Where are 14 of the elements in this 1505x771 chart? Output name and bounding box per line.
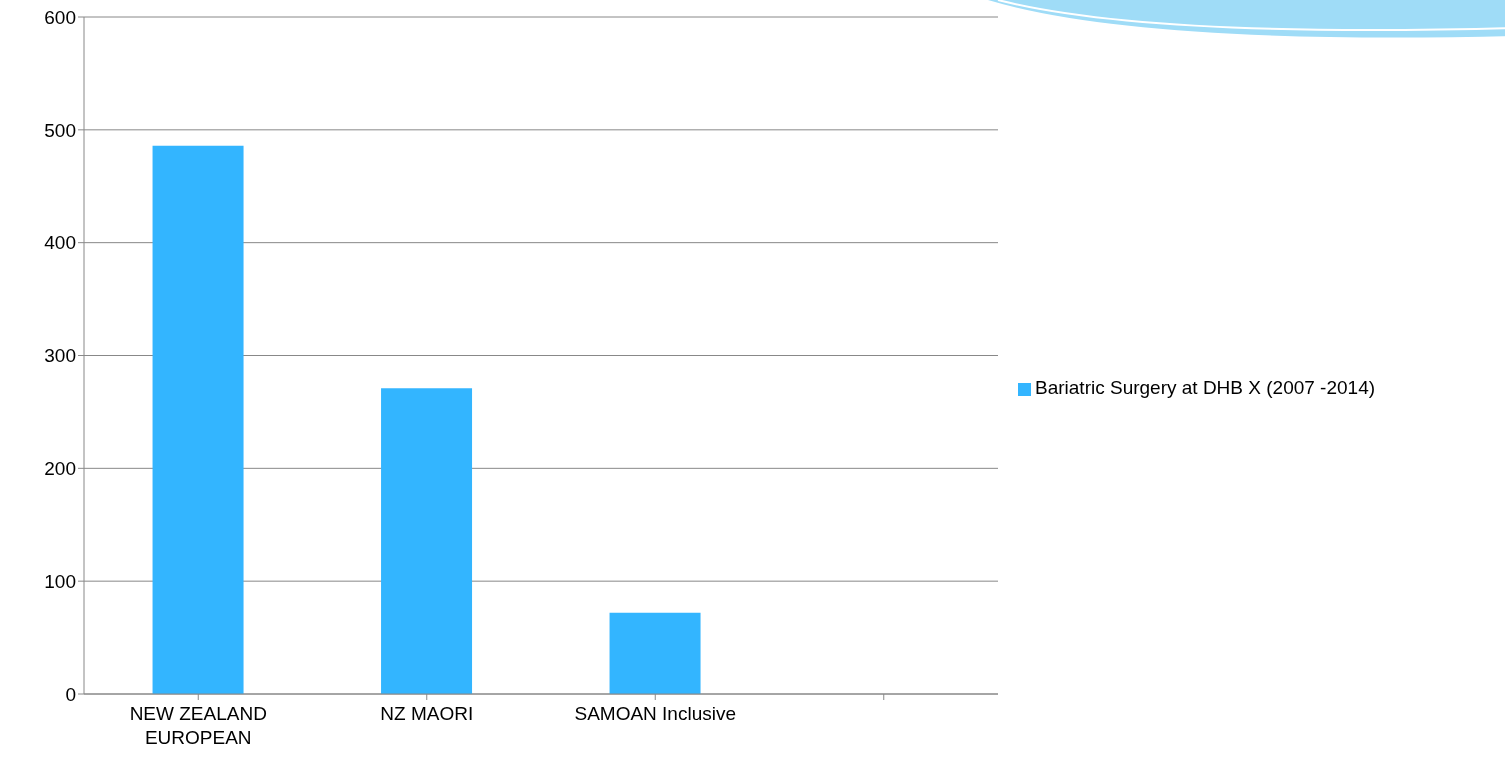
legend-label: Bariatric Surgery at DHB X (2007 -2014)	[1035, 377, 1376, 398]
bar	[381, 388, 473, 694]
y-tick-label: 600	[44, 6, 76, 28]
y-tick-label: 0	[65, 683, 76, 705]
x-tick-label: NEW ZEALAND EUROPEAN	[129, 703, 267, 748]
x-tick-label: NZ MAORI	[380, 703, 474, 724]
bar	[152, 145, 244, 694]
y-tick-label: 400	[44, 232, 76, 254]
y-tick-label: 500	[44, 119, 76, 141]
y-tick-label: 300	[44, 345, 76, 367]
y-tick-label: 100	[44, 570, 76, 592]
bar	[609, 612, 701, 694]
x-tick-label: SAMOAN Inclusive	[574, 703, 737, 724]
y-tick-label: 200	[44, 458, 76, 480]
